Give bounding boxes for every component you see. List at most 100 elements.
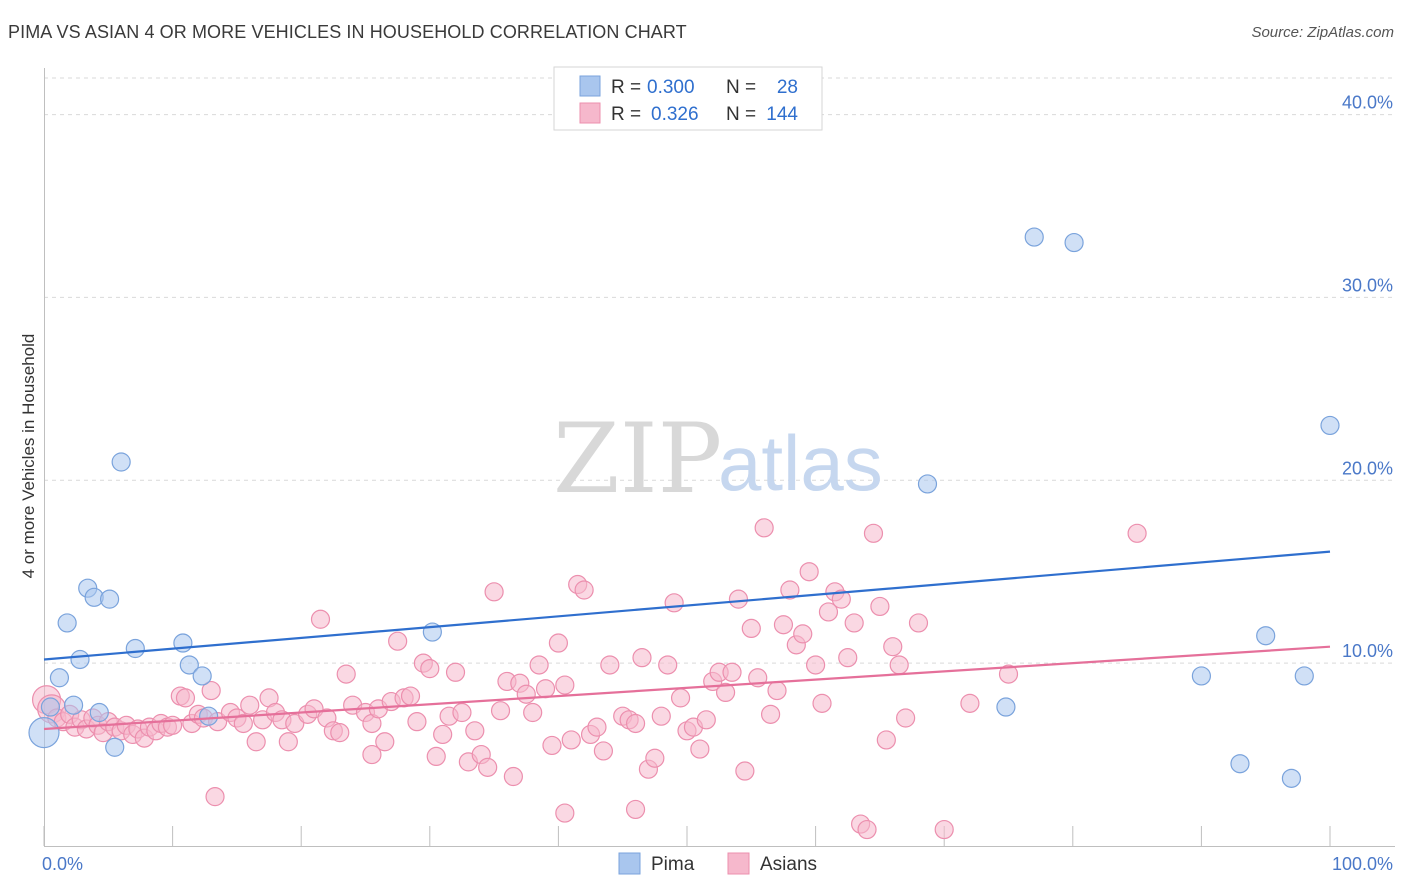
asian-point	[375, 732, 395, 752]
asian-point	[555, 803, 575, 823]
asian-point	[844, 613, 864, 633]
asian-point	[625, 713, 646, 734]
asian-point	[336, 664, 356, 684]
pima-point	[996, 697, 1016, 717]
pima-point	[89, 702, 109, 723]
chart-source: Source: ZipAtlas.com	[1251, 24, 1394, 41]
watermark-zip: ZIP	[553, 403, 722, 515]
asian-point	[934, 819, 954, 840]
pima-point	[192, 666, 212, 686]
asian-point	[793, 624, 813, 644]
asian-point	[503, 766, 523, 787]
x-tick-label-min: 0.0%	[42, 854, 83, 874]
asian-point	[831, 589, 851, 609]
asian-point	[722, 662, 742, 682]
asian-point	[838, 648, 858, 668]
pima-point	[70, 649, 90, 670]
grid-lines	[44, 77, 1395, 664]
asian-point	[278, 732, 298, 752]
asian-point	[632, 648, 652, 668]
asian-point	[728, 589, 749, 609]
pima-point	[1256, 626, 1276, 646]
pima-point	[105, 737, 125, 757]
asian-point	[998, 664, 1019, 684]
y-tick-label: 40.0%	[1342, 93, 1393, 113]
asian-point	[535, 679, 556, 699]
asian-point	[163, 715, 183, 735]
asian-point	[548, 633, 569, 653]
asian-point	[452, 702, 472, 723]
asian-point	[516, 684, 536, 704]
asian-point	[574, 580, 594, 600]
asian-point	[205, 787, 225, 807]
asian-point	[593, 741, 614, 761]
asian-point	[407, 712, 427, 732]
pima-point	[57, 613, 77, 633]
y-tick-label: 10.0%	[1342, 641, 1393, 661]
pima-point	[49, 668, 70, 688]
asian-point	[696, 710, 716, 730]
pima-trend-line	[43, 550, 1331, 661]
asian-point	[478, 757, 498, 777]
pima-point	[1064, 232, 1084, 253]
asian-point	[233, 713, 253, 734]
asian-point	[896, 708, 916, 728]
asian-point	[767, 680, 787, 701]
y-tick-label: 30.0%	[1342, 275, 1393, 295]
pima-point	[28, 717, 60, 749]
asian-point	[490, 701, 511, 721]
asian-point	[400, 686, 421, 706]
correlation-legend: R = 0.300 N = 28 R = 0.326 N = 144	[553, 66, 823, 131]
asian-point	[240, 695, 260, 715]
pima-point	[1281, 768, 1302, 788]
asian-point	[645, 748, 665, 768]
asian-point	[773, 615, 794, 635]
asian-point	[883, 637, 903, 657]
pima-point	[917, 474, 938, 494]
asian-point	[805, 655, 826, 675]
asian-point	[484, 582, 504, 602]
pima-point	[199, 706, 219, 726]
asian-point	[799, 562, 819, 582]
bottom-legend-label-asians: Asians	[760, 854, 817, 875]
chart-title: PIMA VS ASIAN 4 OR MORE VEHICLES IN HOUS…	[8, 22, 687, 42]
asian-point	[587, 717, 607, 737]
pima-point	[1320, 415, 1340, 436]
asian-point	[812, 693, 832, 713]
legend-swatch-asians	[579, 102, 601, 124]
asian-point	[760, 704, 781, 724]
legend-n-value-asians: 144	[766, 104, 798, 125]
asian-point	[741, 618, 761, 639]
asian-trend-line	[43, 645, 1331, 731]
asian-point	[246, 732, 266, 752]
asian-point	[818, 602, 839, 622]
y-tick-label: 20.0%	[1342, 458, 1393, 478]
pima-point	[111, 452, 131, 472]
x-axis-tick-labels: 0.0% 100.0%	[42, 854, 1393, 874]
bottom-legend-label-pima: Pima	[651, 854, 695, 875]
pima-point	[1230, 754, 1250, 774]
asian-point	[876, 730, 896, 750]
asian-point	[715, 682, 736, 703]
bottom-legend-swatch-asians	[727, 852, 750, 875]
asian-point	[201, 680, 221, 701]
legend-r-label-pima: R =	[611, 77, 641, 98]
asian-point	[735, 761, 755, 781]
asian-point	[670, 688, 691, 708]
watermark: ZIP atlas	[553, 403, 883, 515]
bottom-legend-swatch-pima	[618, 852, 641, 875]
x-axis-ticks	[43, 826, 1331, 846]
legend-r-value-asians: 0.326	[651, 104, 699, 125]
asian-point	[651, 706, 671, 726]
asian-point	[780, 580, 800, 600]
y-axis-label: 4 or more Vehicles in Household	[19, 334, 38, 579]
asian-point	[857, 819, 877, 840]
asian-point	[555, 675, 575, 695]
trend-lines	[43, 550, 1331, 731]
x-tick-label-max: 100.0%	[1332, 854, 1393, 874]
pima-point	[125, 638, 145, 659]
asian-point	[310, 609, 331, 629]
asian-point	[1127, 523, 1147, 543]
pima-point	[99, 589, 120, 609]
